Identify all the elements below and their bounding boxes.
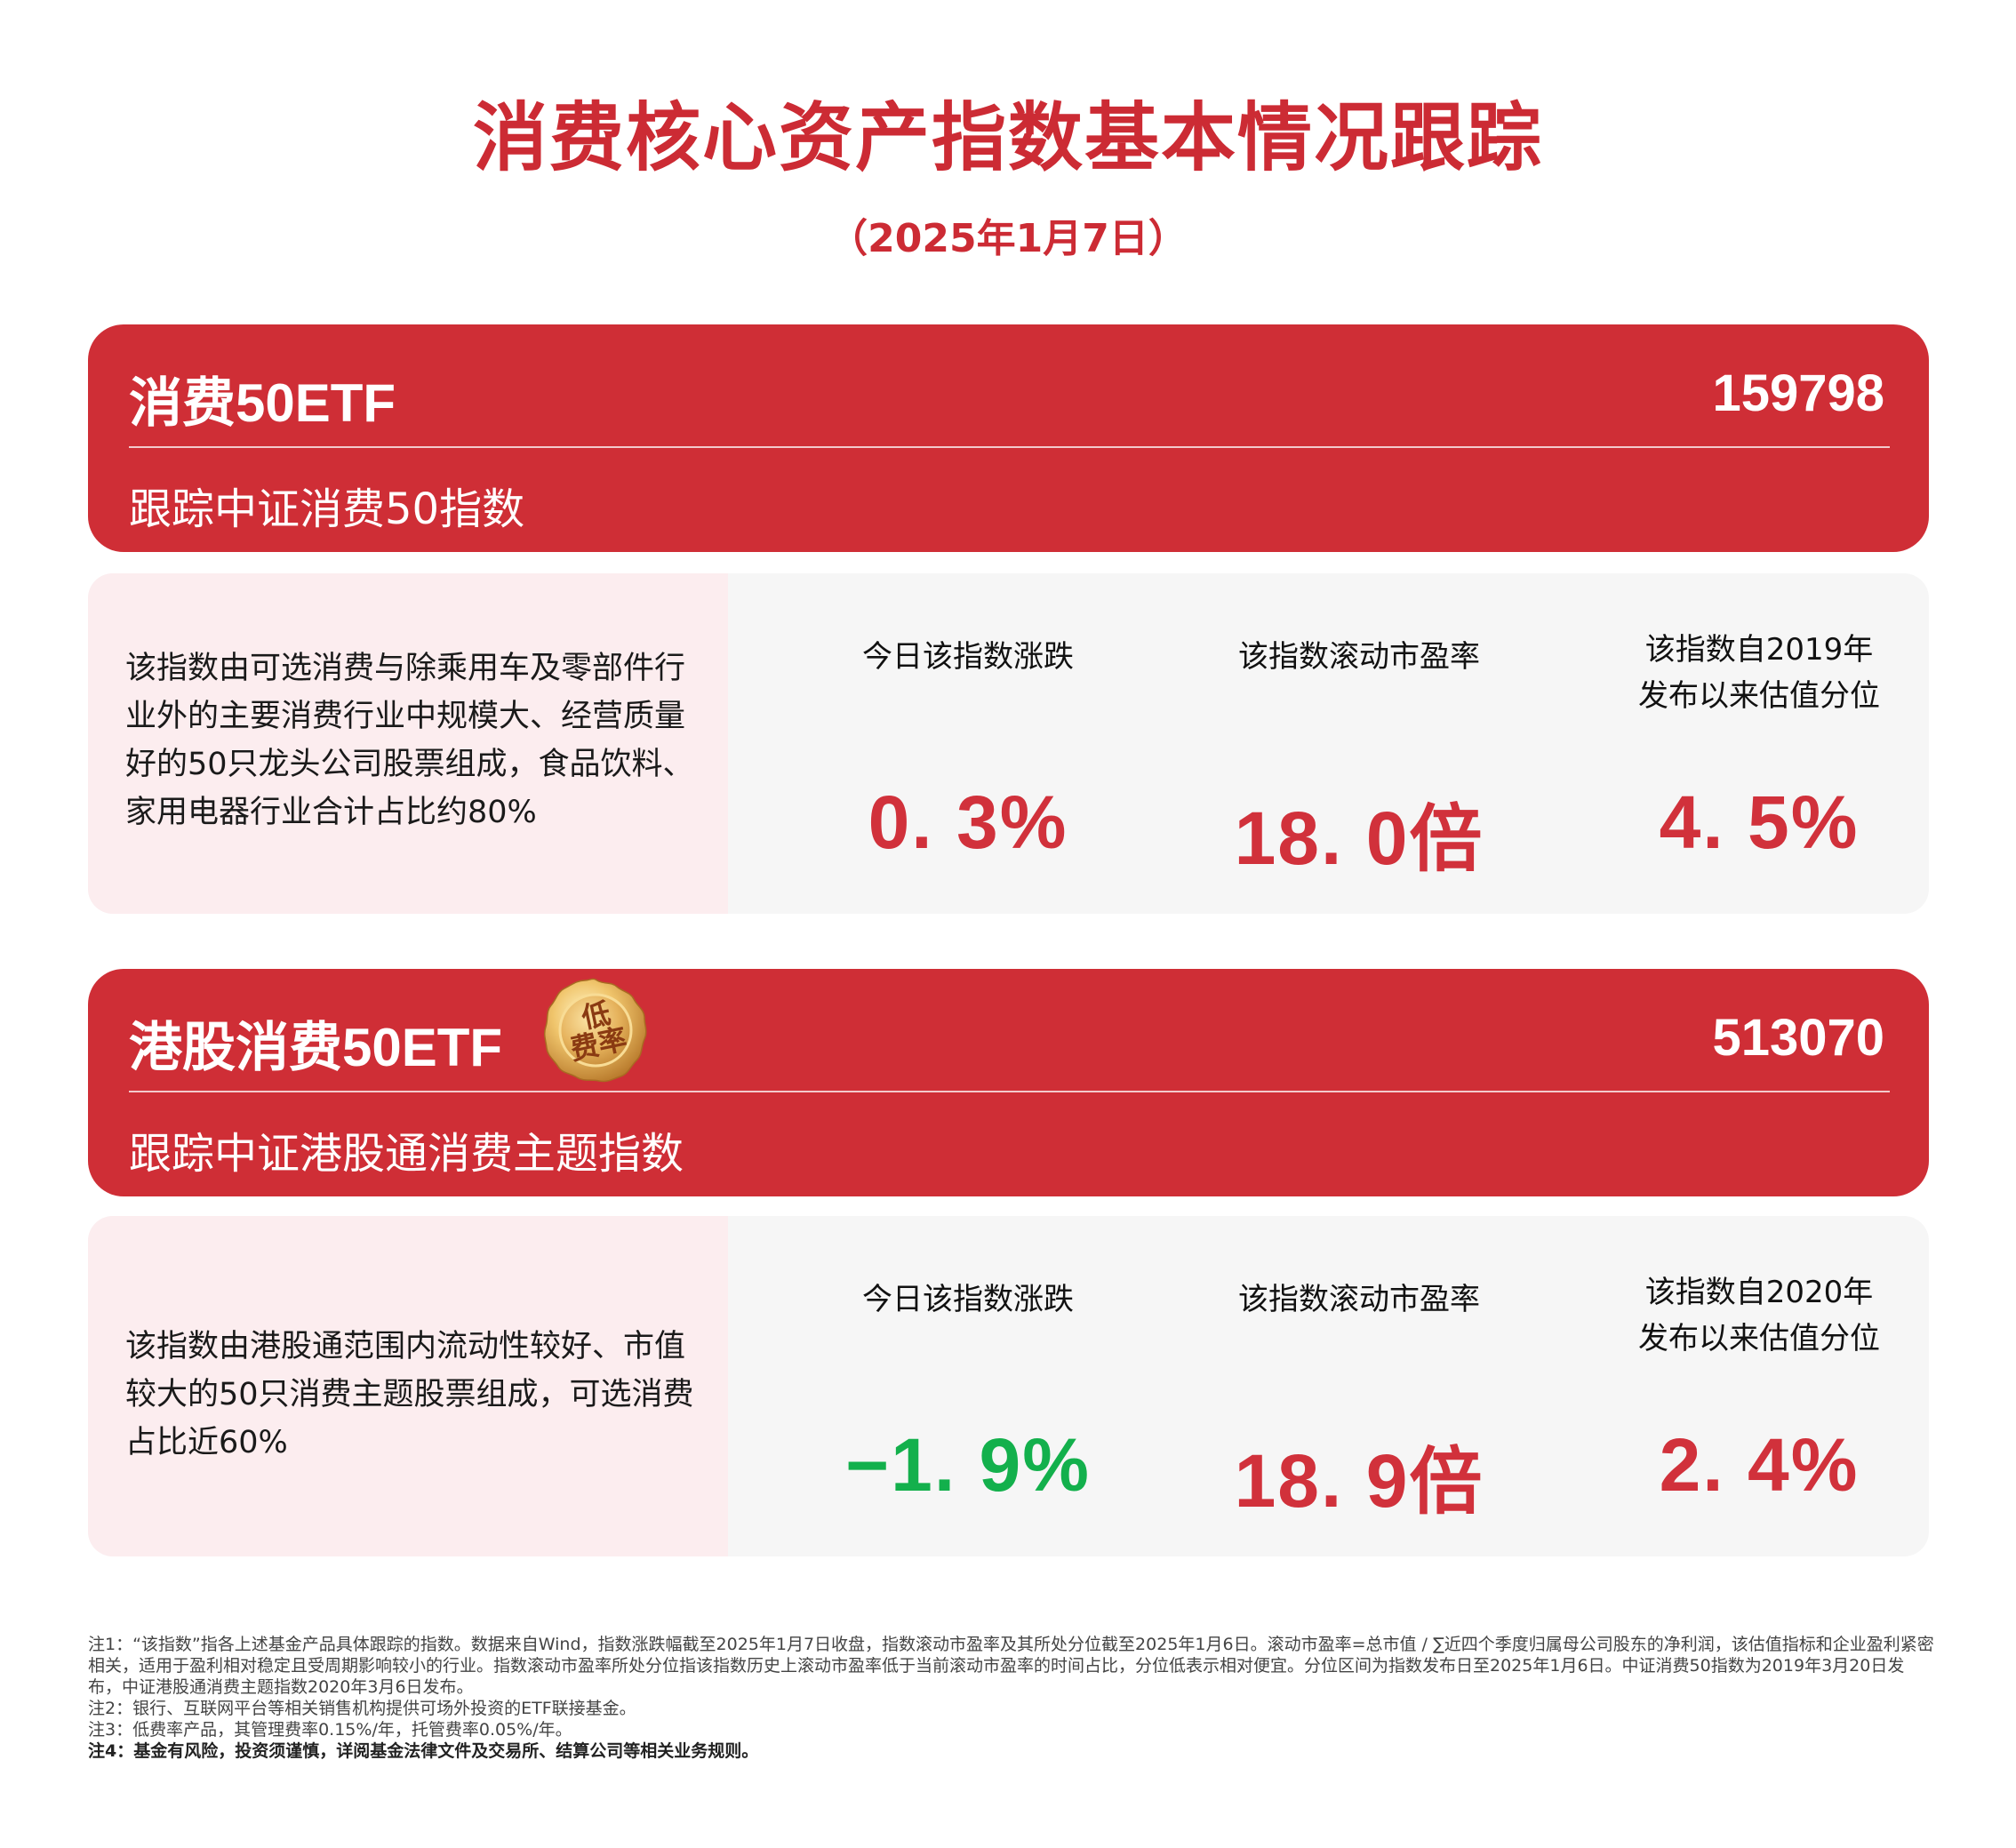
fund-card-header-2: 港股消费50ETF 513070 跟踪中证港股通消费主题指数 低 bbox=[88, 969, 1929, 1196]
metric-value: 0. 3% bbox=[868, 780, 1068, 864]
metric-daily-change: 今日该指数涨跌 0. 3% bbox=[781, 573, 1155, 914]
metric-label: 今日该指数涨跌 bbox=[862, 1282, 1074, 1317]
metric-label-line1: 该指数自2019年 bbox=[1644, 632, 1874, 668]
fund-card-body-1: 该指数由可选消费与除乘用车及零部件行业外的主要消费行业中规模大、经营质量好的50… bbox=[88, 573, 1929, 914]
metric-label-line1: 该指数自2020年 bbox=[1644, 1275, 1874, 1310]
page-date: （2025年1月7日） bbox=[828, 216, 1188, 261]
fund-code: 513070 bbox=[1712, 1009, 1884, 1067]
metric-daily-change: 今日该指数涨跌 −1. 9% bbox=[781, 1216, 1155, 1556]
footnotes: 注1：“该指数”指各上述基金产品具体跟踪的指数。数据来自Wind，指数涨跌幅截至… bbox=[88, 1634, 1937, 1762]
footnote-3: 注3：低费率产品，其管理费率0.15%/年，托管费率0.05%/年。 bbox=[88, 1720, 572, 1740]
badge-label: 低 费率 bbox=[532, 966, 660, 1095]
metric-label-line2: 发布以来估值分位 bbox=[1638, 678, 1880, 714]
metric-label: 今日该指数涨跌 bbox=[862, 639, 1074, 675]
metric-value-number: 18. 9 bbox=[1234, 1439, 1410, 1523]
metric-value-unit: 倍 bbox=[1409, 797, 1484, 882]
fund-card-body-2: 该指数由港股通范围内流动性较好、市值较大的50只消费主题股票组成，可选消费占比近… bbox=[88, 1216, 1929, 1556]
page-title: 消费核心资产指数基本情况跟踪 bbox=[472, 94, 1543, 181]
footnote-4-risk-warning: 注4：基金有风险，投资须谨慎，详阅基金法律文件及交易所、结算公司等相关业务规则。 bbox=[88, 1741, 759, 1761]
metric-value: −1. 9% bbox=[845, 1423, 1091, 1507]
index-description: 该指数由可选消费与除乘用车及零部件行业外的主要消费行业中规模大、经营质量好的50… bbox=[125, 651, 694, 830]
low-fee-badge: 低 费率 bbox=[541, 976, 650, 1084]
metric-ttm-pe: 该指数滚动市盈率 18. 9倍 bbox=[1164, 1216, 1555, 1556]
fund-name: 消费50ETF bbox=[129, 373, 396, 433]
metric-ttm-pe: 该指数滚动市盈率 18. 0倍 bbox=[1164, 573, 1555, 914]
metric-value: 2. 4% bbox=[1659, 1423, 1860, 1507]
badge-label-line2: 费率 bbox=[567, 1021, 630, 1067]
metric-valuation-percentile: 该指数自2020年 发布以来估值分位 2. 4% bbox=[1581, 1216, 1929, 1556]
gold-seal-icon bbox=[543, 978, 647, 1083]
metric-value: 4. 5% bbox=[1659, 780, 1860, 864]
metric-value: 18. 0倍 bbox=[1164, 780, 1555, 885]
fund-tracking-index: 跟踪中证消费50指数 bbox=[129, 484, 525, 534]
header-divider bbox=[129, 1091, 1890, 1092]
metric-value-unit: 倍 bbox=[1409, 1440, 1484, 1524]
metric-value-number: 18. 0 bbox=[1234, 796, 1410, 880]
footnote-1: 注1：“该指数”指各上述基金产品具体跟踪的指数。数据来自Wind，指数涨跌幅截至… bbox=[88, 1635, 1934, 1697]
fund-card-header-1: 消费50ETF 159798 跟踪中证消费50指数 bbox=[88, 324, 1929, 552]
description-panel: 该指数由可选消费与除乘用车及零部件行业外的主要消费行业中规模大、经营质量好的50… bbox=[88, 573, 728, 914]
metric-value: 18. 9倍 bbox=[1164, 1422, 1555, 1528]
metric-label-line2: 发布以来估值分位 bbox=[1638, 1321, 1880, 1356]
header-divider bbox=[129, 446, 1890, 448]
fund-name: 港股消费50ETF bbox=[129, 1018, 503, 1077]
metric-label: 该指数滚动市盈率 bbox=[1238, 639, 1480, 675]
description-panel: 该指数由港股通范围内流动性较好、市值较大的50只消费主题股票组成，可选消费占比近… bbox=[88, 1216, 728, 1556]
footnote-2: 注2：银行、互联网平台等相关销售机构提供可场外投资的ETF联接基金。 bbox=[88, 1699, 636, 1718]
fund-code: 159798 bbox=[1712, 364, 1884, 422]
metric-valuation-percentile: 该指数自2019年 发布以来估值分位 4. 5% bbox=[1581, 573, 1929, 914]
fund-tracking-index: 跟踪中证港股通消费主题指数 bbox=[129, 1129, 684, 1179]
index-description: 该指数由港股通范围内流动性较好、市值较大的50只消费主题股票组成，可选消费占比近… bbox=[125, 1329, 694, 1460]
metric-label: 该指数滚动市盈率 bbox=[1238, 1282, 1480, 1317]
